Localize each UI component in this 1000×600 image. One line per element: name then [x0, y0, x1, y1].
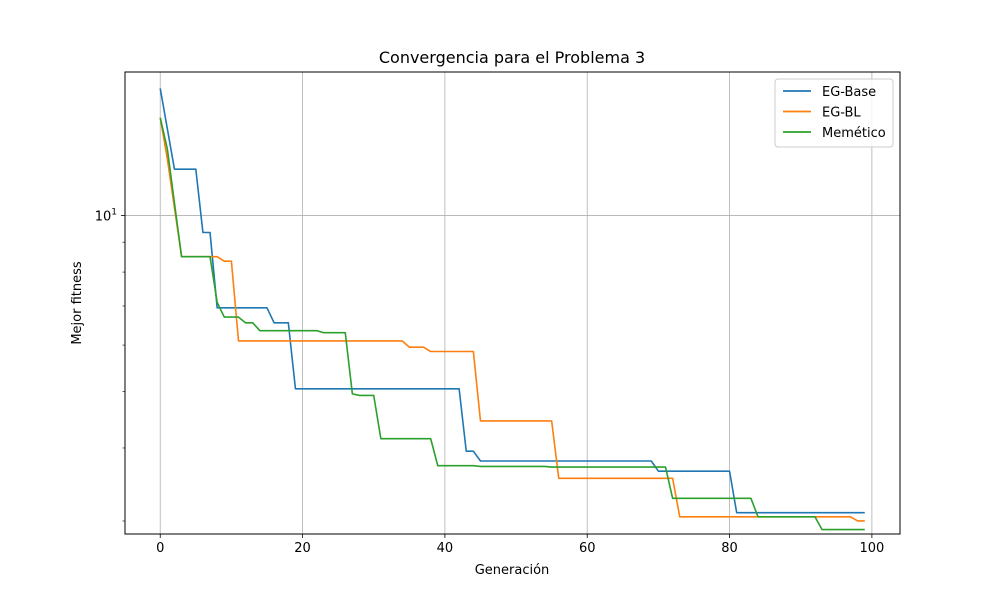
series-layer	[159, 88, 865, 531]
x-tick-label: 60	[579, 541, 596, 556]
plot-frame	[124, 71, 901, 535]
y-axis-label: Mejor fitness	[70, 261, 85, 345]
ticks-layer: 0 20 40 60 80 100 101	[95, 207, 885, 556]
x-axis-label: Generación	[475, 563, 550, 578]
grid-layer	[125, 72, 900, 534]
legend-label: EG-BL	[822, 106, 861, 121]
legend-box	[774, 78, 894, 148]
legend-label: EG-Base	[822, 85, 876, 100]
x-tick-label: 20	[294, 541, 311, 556]
y-tick-label: 101	[95, 207, 117, 224]
legend-label: Memético	[822, 126, 886, 141]
x-tick-label: 0	[156, 541, 164, 556]
series-line-eg-bl	[159, 117, 865, 522]
series-line-mem-tico	[159, 117, 865, 531]
chart-title: Convergencia para el Problema 3	[379, 48, 645, 67]
legend: EG-Base EG-BL Memético	[774, 78, 894, 148]
x-tick-label: 100	[859, 541, 884, 556]
x-tick-label: 40	[437, 541, 454, 556]
x-tick-label: 80	[721, 541, 738, 556]
series-line-eg-base	[159, 88, 865, 514]
